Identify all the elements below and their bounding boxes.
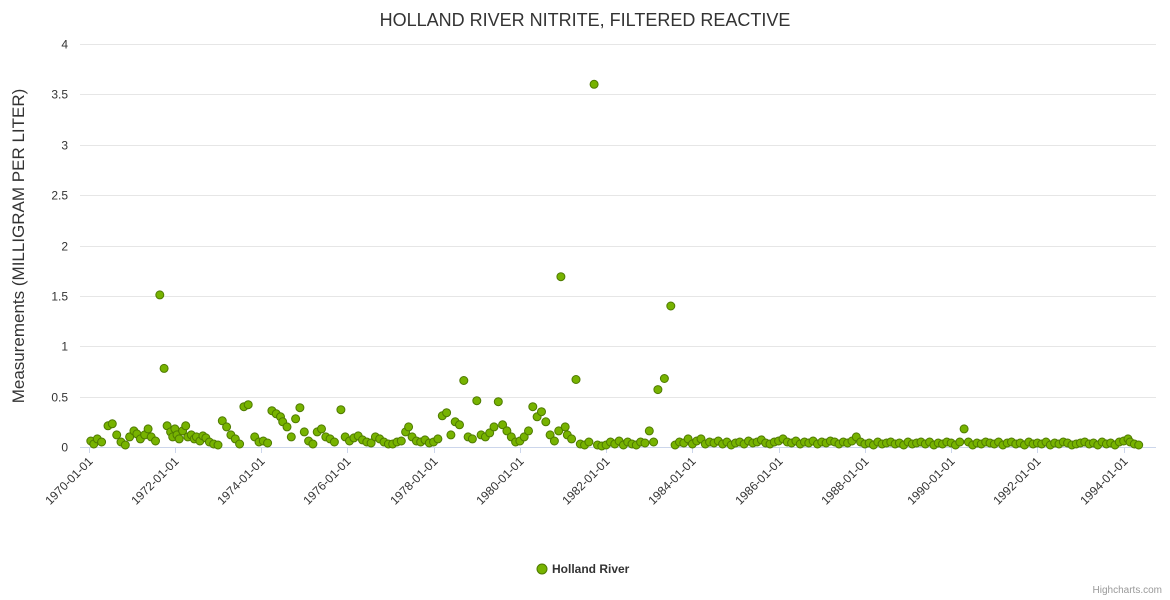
data-point[interactable] [545, 430, 555, 440]
data-point[interactable] [541, 417, 551, 427]
data-point[interactable] [286, 432, 296, 442]
legend-label: Holland River [552, 562, 630, 576]
data-point[interactable] [502, 426, 512, 436]
x-tick-label: 1994-01-01 [1077, 454, 1131, 508]
data-point[interactable] [442, 408, 452, 418]
data-point[interactable] [446, 430, 456, 440]
chart-title: HOLLAND RIVER NITRITE, FILTERED REACTIVE [380, 10, 791, 30]
x-axis [80, 447, 1156, 453]
data-point[interactable] [640, 438, 650, 448]
x-tick-label: 1980-01-01 [473, 454, 527, 508]
x-tick-label: 1978-01-01 [387, 454, 441, 508]
y-tick-label: 0 [61, 441, 68, 455]
x-tick-label: 1984-01-01 [645, 454, 699, 508]
data-point[interactable] [235, 439, 245, 449]
data-point[interactable] [433, 434, 443, 444]
data-point[interactable] [560, 422, 570, 432]
data-point[interactable] [97, 437, 107, 447]
data-point[interactable] [213, 440, 223, 450]
legend-marker-icon [536, 563, 548, 575]
data-point[interactable] [489, 422, 499, 432]
data-point[interactable] [528, 402, 538, 412]
data-point[interactable] [467, 434, 477, 444]
data-point[interactable] [217, 416, 227, 426]
x-tick-label: 1976-01-01 [300, 454, 354, 508]
y-axis-labels: 0 0.5 1 1.5 2 2.5 3 3.5 4 [51, 38, 68, 455]
data-point[interactable] [151, 436, 160, 446]
data-point[interactable] [107, 419, 117, 429]
data-point[interactable] [143, 424, 153, 434]
data-point[interactable] [282, 422, 292, 432]
data-point[interactable] [308, 439, 318, 449]
data-point[interactable] [498, 420, 508, 430]
data-point[interactable] [524, 426, 533, 436]
y-tick-label: 4 [61, 38, 68, 52]
x-tick-label: 1986-01-01 [732, 454, 786, 508]
y-tick-label: 3 [61, 139, 68, 153]
y-tick-label: 2.5 [51, 189, 68, 203]
data-point[interactable] [291, 414, 301, 424]
data-point[interactable] [554, 426, 564, 436]
data-point[interactable] [243, 400, 253, 410]
data-point[interactable] [666, 301, 676, 311]
data-point[interactable] [589, 79, 599, 89]
y-tick-label: 2 [61, 240, 68, 254]
data-point[interactable] [181, 421, 191, 431]
data-point[interactable] [649, 437, 659, 447]
data-point[interactable] [317, 424, 326, 434]
data-point[interactable] [155, 290, 165, 300]
data-point[interactable] [336, 405, 346, 415]
data-point[interactable] [263, 438, 273, 448]
data-point[interactable] [959, 424, 969, 434]
data-point[interactable] [159, 363, 169, 373]
data-point[interactable] [955, 437, 965, 447]
gridlines [80, 44, 1156, 448]
highcharts-credit[interactable]: Highcharts.com [1093, 585, 1162, 596]
y-tick-label: 1.5 [51, 290, 68, 304]
y-tick-label: 0.5 [51, 391, 68, 405]
data-point[interactable] [556, 272, 566, 282]
data-point[interactable] [366, 438, 376, 448]
data-point[interactable] [222, 422, 232, 432]
data-point[interactable] [455, 420, 464, 430]
data-point[interactable] [485, 428, 495, 438]
x-tick-label: 1974-01-01 [214, 454, 268, 508]
data-point[interactable] [493, 397, 503, 407]
data-point[interactable] [519, 432, 529, 442]
data-point[interactable] [472, 396, 482, 406]
data-point[interactable] [299, 427, 309, 437]
data-point[interactable] [174, 434, 184, 444]
data-point[interactable] [537, 407, 546, 417]
data-point[interactable] [120, 440, 130, 450]
data-point[interactable] [567, 434, 577, 444]
y-tick-label: 3.5 [51, 88, 68, 102]
data-point[interactable] [584, 437, 594, 447]
x-axis-labels: 1970-01-01 1972-01-01 1974-01-01 1976-01-01… [42, 454, 1131, 508]
data-point[interactable] [459, 376, 469, 385]
data-point[interactable] [644, 426, 654, 436]
data-point[interactable] [1134, 440, 1144, 450]
legend-item[interactable]: Holland River [536, 562, 630, 576]
y-tick-label: 1 [61, 340, 68, 354]
data-point[interactable] [659, 374, 669, 383]
data-point[interactable] [396, 436, 406, 446]
scatter-points [86, 79, 1144, 451]
data-point[interactable] [549, 436, 559, 446]
x-tick-label: 1992-01-01 [990, 454, 1044, 508]
data-point[interactable] [404, 422, 414, 432]
x-tick-label: 1990-01-01 [904, 454, 958, 508]
y-axis-title: Measurements (MILLIGRAM PER LITER) [9, 89, 28, 404]
data-point[interactable] [571, 375, 581, 384]
data-point[interactable] [329, 437, 339, 447]
data-point[interactable] [295, 403, 305, 413]
data-point[interactable] [112, 430, 122, 440]
x-tick-label: 1982-01-01 [559, 454, 613, 508]
x-tick-label: 1970-01-01 [42, 454, 96, 508]
x-tick-label: 1988-01-01 [818, 454, 872, 508]
x-tick-label: 1972-01-01 [128, 454, 182, 508]
data-point[interactable] [653, 385, 663, 395]
